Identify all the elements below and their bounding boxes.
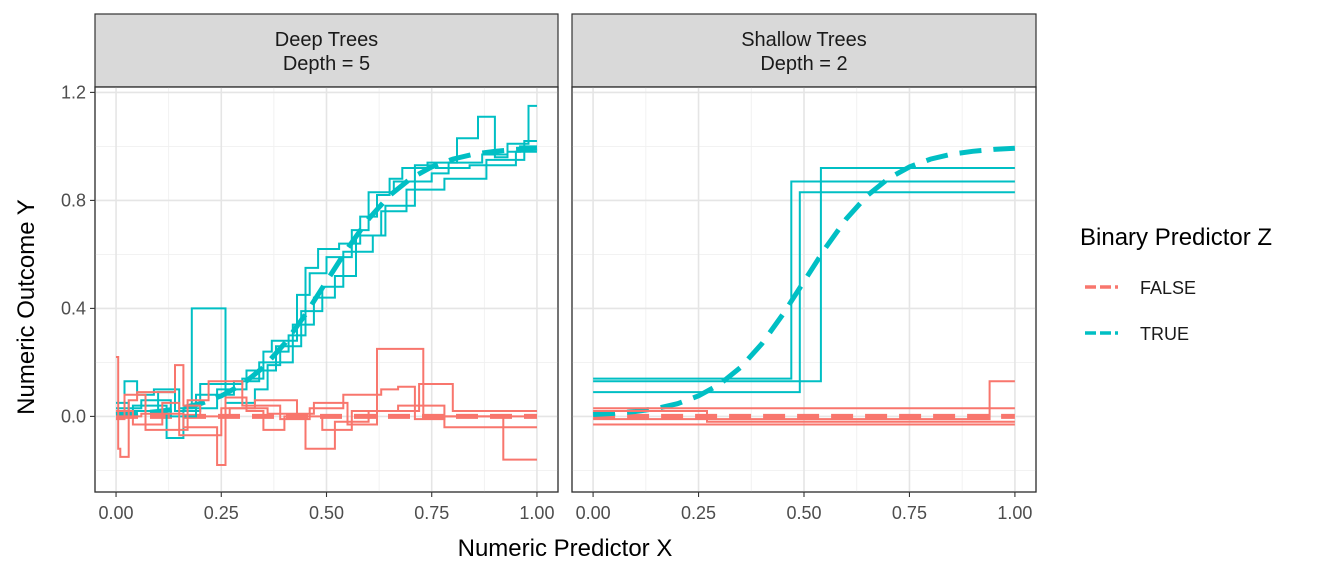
fit-line-true xyxy=(116,140,537,418)
strip-subtitle-deep-trees: Depth = 5 xyxy=(283,53,370,75)
legend-label-true: TRUE xyxy=(1140,324,1189,344)
true-function-true xyxy=(115,145,538,417)
legend: Binary Predictor Z FALSE TRUE xyxy=(1080,224,1272,344)
legend-item-false: FALSE xyxy=(1085,278,1196,298)
panel-shallow-trees: Shallow Trees Depth = 2 xyxy=(571,13,1037,493)
legend-item-true: TRUE xyxy=(1085,324,1189,344)
x-tick-label: 0.75 xyxy=(414,503,449,523)
fit-line-false xyxy=(116,399,537,437)
fit-line-true xyxy=(593,180,1015,380)
fit-line-false xyxy=(116,383,537,466)
x-axis-title: Numeric Predictor X xyxy=(458,535,673,562)
fit-line-false xyxy=(593,410,1015,423)
x-tick-label: 0.75 xyxy=(892,503,927,523)
strip-shallow-trees xyxy=(571,13,1037,88)
x-tick-label: 1.00 xyxy=(519,503,554,523)
strip-deep-trees xyxy=(94,13,559,88)
strip-title-deep-trees: Deep Trees xyxy=(275,29,378,51)
true-function-true xyxy=(592,145,1016,417)
x-tick-label: 0.50 xyxy=(786,503,821,523)
legend-label-false: FALSE xyxy=(1140,278,1196,298)
y-axis: 0.0 0.4 0.8 1.2 xyxy=(61,82,95,426)
series-deep-trees xyxy=(115,104,538,466)
y-axis-title: Numeric Outcome Y xyxy=(13,199,40,415)
x-tick-label: 0.00 xyxy=(99,503,134,523)
strip-title-shallow-trees: Shallow Trees xyxy=(741,29,867,51)
fit-line-true xyxy=(116,150,537,439)
x-tick-label: 0.25 xyxy=(204,503,239,523)
fit-line-true xyxy=(593,191,1015,394)
x-axis-shallow-trees: 0.00 0.25 0.50 0.75 1.00 xyxy=(576,492,1032,523)
x-tick-label: 0.25 xyxy=(681,503,716,523)
series-shallow-trees xyxy=(592,145,1016,426)
x-tick-label: 0.50 xyxy=(309,503,344,523)
fit-line-false xyxy=(116,380,537,431)
panel-deep-trees: Deep Trees Depth = 5 xyxy=(94,13,559,493)
x-axis-deep-trees: 0.00 0.25 0.50 0.75 1.00 xyxy=(99,492,554,523)
y-tick-label: 0.4 xyxy=(61,298,86,318)
fit-line-false xyxy=(116,347,537,461)
fit-line-false xyxy=(593,380,1015,421)
strip-subtitle-shallow-trees: Depth = 2 xyxy=(760,53,847,75)
fit-line-true xyxy=(593,167,1015,383)
y-tick-label: 1.2 xyxy=(61,82,86,102)
y-tick-label: 0.0 xyxy=(61,406,86,426)
x-tick-label: 1.00 xyxy=(997,503,1032,523)
y-tick-label: 0.8 xyxy=(61,190,86,210)
legend-title: Binary Predictor Z xyxy=(1080,224,1272,251)
x-tick-label: 0.00 xyxy=(576,503,611,523)
